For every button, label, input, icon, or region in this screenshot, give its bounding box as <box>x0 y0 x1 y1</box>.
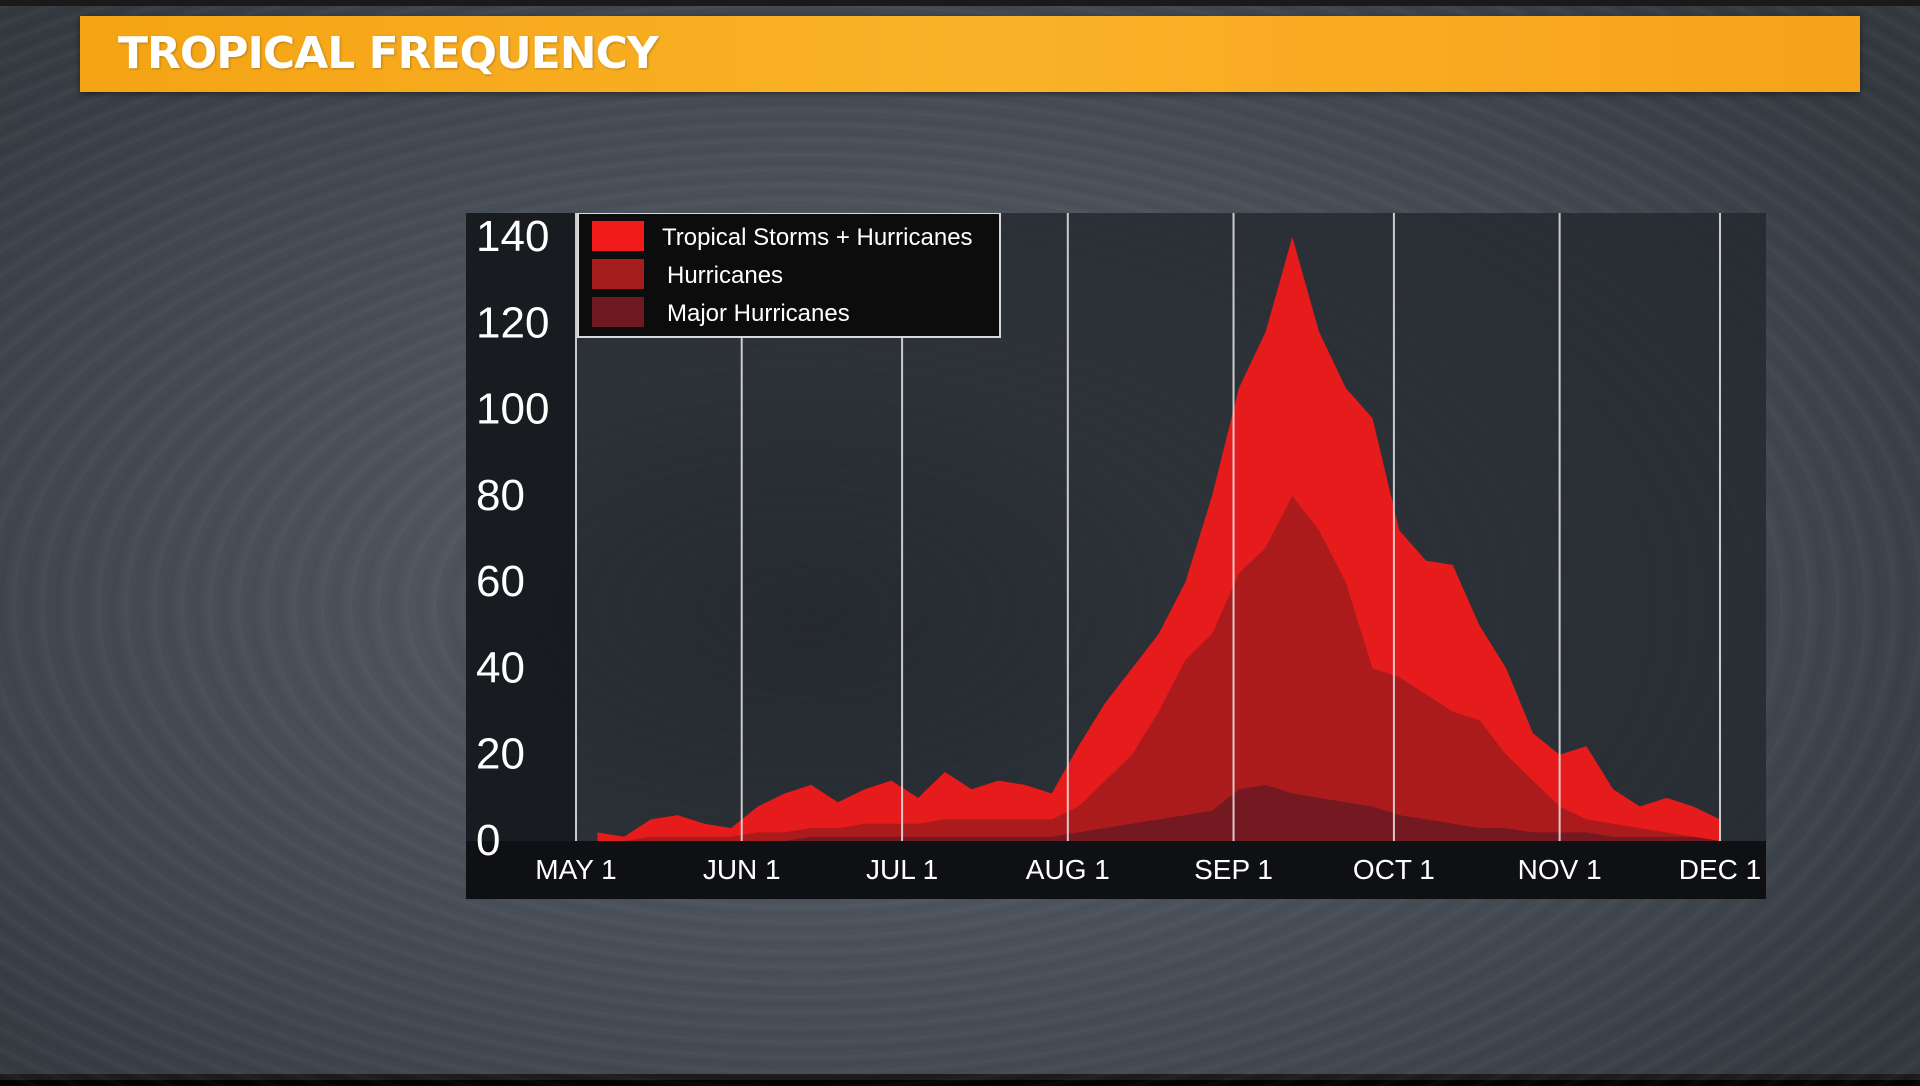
series-layer <box>597 237 1720 841</box>
x-axis-ticks: MAY 1 JUN 1 JUL 1 AUG 1 SEP 1 OCT 1 NOV 1 DEC 1 <box>535 854 1761 885</box>
y-tick-label: 40 <box>476 643 525 692</box>
x-tick-label: NOV 1 <box>1518 854 1602 885</box>
x-tick-label: JUL 1 <box>866 854 938 885</box>
legend-label: Tropical Storms + Hurricanes <box>662 224 973 251</box>
page-title: TROPICAL FREQUENCY <box>118 28 659 79</box>
gridlines <box>575 213 1721 841</box>
y-axis-band <box>466 213 576 841</box>
y-tick-label: 120 <box>476 298 549 347</box>
legend-swatch <box>592 221 644 251</box>
title-bar: TROPICAL FREQUENCY <box>80 16 1860 92</box>
legend-box <box>577 212 1001 338</box>
y-axis-ticks: 0 20 40 60 80 100 120 140 <box>476 212 549 865</box>
x-tick-label: MAY 1 <box>535 854 616 885</box>
x-tick-label: JUN 1 <box>703 854 781 885</box>
tropical-frequency-chart: 0 20 40 60 80 100 120 140 MAY 1 JUN 1 JUL 1 AUG 1 S… <box>466 212 1766 899</box>
x-tick-label: SEP 1 <box>1194 854 1273 885</box>
chart-container: 0 20 40 60 80 100 120 140 MAY 1 JUN 1 JUL 1 AUG 1 S… <box>466 212 1766 899</box>
x-tick-label: DEC 1 <box>1679 854 1761 885</box>
legend: Tropical Storms + Hurricanes Hurricanes Ma… <box>577 212 1001 338</box>
x-axis-band <box>466 841 1766 899</box>
legend-label: Major Hurricanes <box>667 300 850 327</box>
y-tick-label: 20 <box>476 730 525 779</box>
y-tick-label: 60 <box>476 557 525 606</box>
area-tropical-storms-hurricanes <box>597 237 1720 841</box>
legend-swatch <box>592 259 644 289</box>
y-tick-label: 100 <box>476 385 549 434</box>
x-tick-label: OCT 1 <box>1353 854 1435 885</box>
y-tick-label: 0 <box>476 816 500 865</box>
y-tick-label: 80 <box>476 471 525 520</box>
area-major-hurricanes <box>597 784 1720 841</box>
x-tick-label: AUG 1 <box>1026 854 1110 885</box>
area-hurricanes <box>597 495 1720 841</box>
legend-label: Hurricanes <box>667 262 783 289</box>
y-tick-label: 140 <box>476 213 549 261</box>
legend-swatch <box>592 297 644 327</box>
